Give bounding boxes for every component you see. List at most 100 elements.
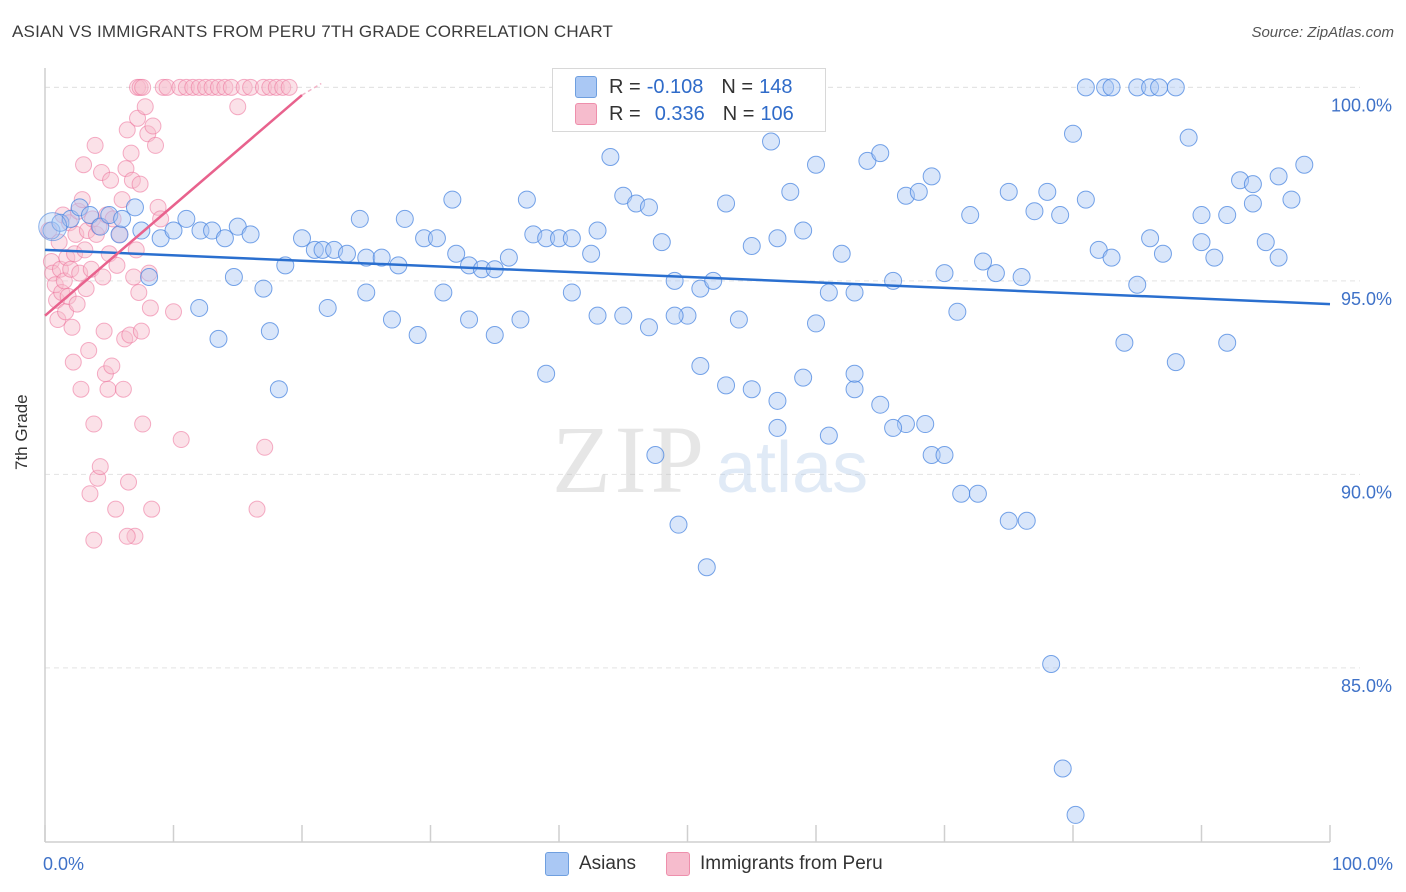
asian-point bbox=[254, 279, 273, 298]
asian-point bbox=[845, 283, 864, 302]
peru-point bbox=[76, 241, 94, 259]
asian-point bbox=[1064, 124, 1082, 143]
asian-point bbox=[337, 244, 356, 263]
asian-point bbox=[357, 248, 376, 267]
asian-point bbox=[1141, 229, 1160, 248]
peru-point bbox=[75, 156, 93, 174]
peru-point bbox=[248, 500, 266, 518]
asian-point bbox=[999, 511, 1018, 530]
asian-point bbox=[794, 221, 813, 240]
peru-point bbox=[171, 78, 189, 96]
peru-point bbox=[85, 531, 103, 549]
asian-point bbox=[588, 306, 607, 325]
asian-point bbox=[986, 264, 1005, 283]
asian-point bbox=[1038, 182, 1057, 201]
peru-point bbox=[99, 380, 117, 398]
asian-point bbox=[42, 221, 61, 240]
peru-point bbox=[147, 136, 165, 154]
r-label: R = bbox=[609, 102, 641, 125]
asian-point bbox=[999, 182, 1018, 201]
asian-point bbox=[357, 283, 376, 302]
asian-point bbox=[177, 209, 196, 228]
asian-point bbox=[871, 144, 890, 163]
asian-point bbox=[845, 364, 864, 383]
asian-point bbox=[742, 237, 761, 256]
asian-point bbox=[415, 229, 434, 248]
stats-legend: R = -0.108 N = 148 R = 0.336 N = 106 bbox=[552, 68, 826, 132]
peru-point bbox=[131, 175, 149, 193]
asian-point bbox=[511, 310, 530, 329]
asian-point bbox=[646, 446, 665, 464]
peru-point bbox=[108, 256, 126, 274]
peru-point bbox=[125, 268, 143, 286]
asians-legend-swatch bbox=[545, 852, 569, 876]
asian-point bbox=[293, 229, 311, 248]
peru-point bbox=[113, 191, 131, 209]
asian-point bbox=[70, 198, 89, 217]
asian-point bbox=[639, 318, 658, 337]
asian-point bbox=[447, 244, 466, 263]
asian-point bbox=[819, 426, 838, 445]
asian-point bbox=[845, 380, 864, 399]
asian-point bbox=[1166, 78, 1185, 97]
asian-point bbox=[1042, 654, 1061, 673]
peru-point bbox=[63, 318, 81, 336]
asian-point bbox=[209, 329, 228, 348]
y-tick-label: 100.0% bbox=[1331, 95, 1392, 115]
asian-point bbox=[485, 326, 504, 345]
asian-point bbox=[269, 380, 288, 399]
asian-point bbox=[1295, 155, 1314, 174]
peru-point bbox=[118, 527, 136, 545]
asian-point bbox=[832, 244, 851, 263]
peru-swatch bbox=[575, 103, 597, 125]
y-tick-label: 85.0% bbox=[1341, 676, 1392, 696]
x-tick-label: 0.0% bbox=[43, 854, 84, 874]
asian-point bbox=[819, 283, 838, 302]
asian-point bbox=[1017, 511, 1036, 530]
asian-point bbox=[1102, 78, 1121, 97]
asian-point bbox=[1256, 233, 1275, 252]
peru-legend-swatch bbox=[666, 852, 691, 876]
asians-n-value: 148 bbox=[759, 75, 793, 98]
asians-r-value: -0.108 bbox=[646, 75, 704, 98]
asian-point bbox=[794, 368, 813, 387]
peru-n-value: 106 bbox=[760, 102, 794, 125]
asian-point bbox=[408, 326, 427, 345]
asian-point bbox=[427, 229, 446, 248]
asian-point bbox=[372, 248, 391, 267]
asian-point bbox=[1012, 267, 1031, 286]
peru-point bbox=[120, 473, 138, 491]
peru-points bbox=[40, 78, 298, 549]
peru-point bbox=[254, 78, 272, 96]
asian-point bbox=[562, 283, 581, 302]
chart-title: ASIAN VS IMMIGRANTS FROM PERU 7TH GRADE … bbox=[12, 22, 614, 41]
asian-point bbox=[113, 209, 132, 228]
peru-point bbox=[80, 342, 98, 360]
legend-item-peru: Immigrants from Peru bbox=[666, 852, 883, 876]
asian-point bbox=[665, 306, 684, 325]
asian-point bbox=[132, 221, 151, 240]
asian-point bbox=[909, 182, 928, 201]
peru-legend-label: Immigrants from Peru bbox=[700, 853, 883, 874]
peru-trendline-extension bbox=[301, 82, 322, 96]
peru-point bbox=[172, 431, 190, 449]
peru-point bbox=[222, 78, 240, 96]
y-axis-label: 7th Grade bbox=[12, 394, 31, 470]
peru-point bbox=[209, 78, 227, 96]
asian-point bbox=[952, 484, 971, 503]
peru-point bbox=[72, 380, 90, 398]
asian-point bbox=[260, 322, 279, 341]
asian-point bbox=[1025, 202, 1044, 221]
x-tick-label: 100.0% bbox=[1332, 854, 1393, 874]
peru-point bbox=[86, 136, 104, 154]
asian-point bbox=[697, 558, 716, 577]
asian-point bbox=[948, 302, 967, 321]
peru-point bbox=[122, 144, 140, 162]
asian-point bbox=[1051, 206, 1070, 225]
asian-point bbox=[614, 306, 633, 325]
asian-points bbox=[38, 78, 1314, 824]
asian-point bbox=[140, 267, 159, 286]
asian-point bbox=[922, 167, 941, 186]
peru-point bbox=[141, 299, 159, 317]
asian-point bbox=[961, 206, 980, 225]
